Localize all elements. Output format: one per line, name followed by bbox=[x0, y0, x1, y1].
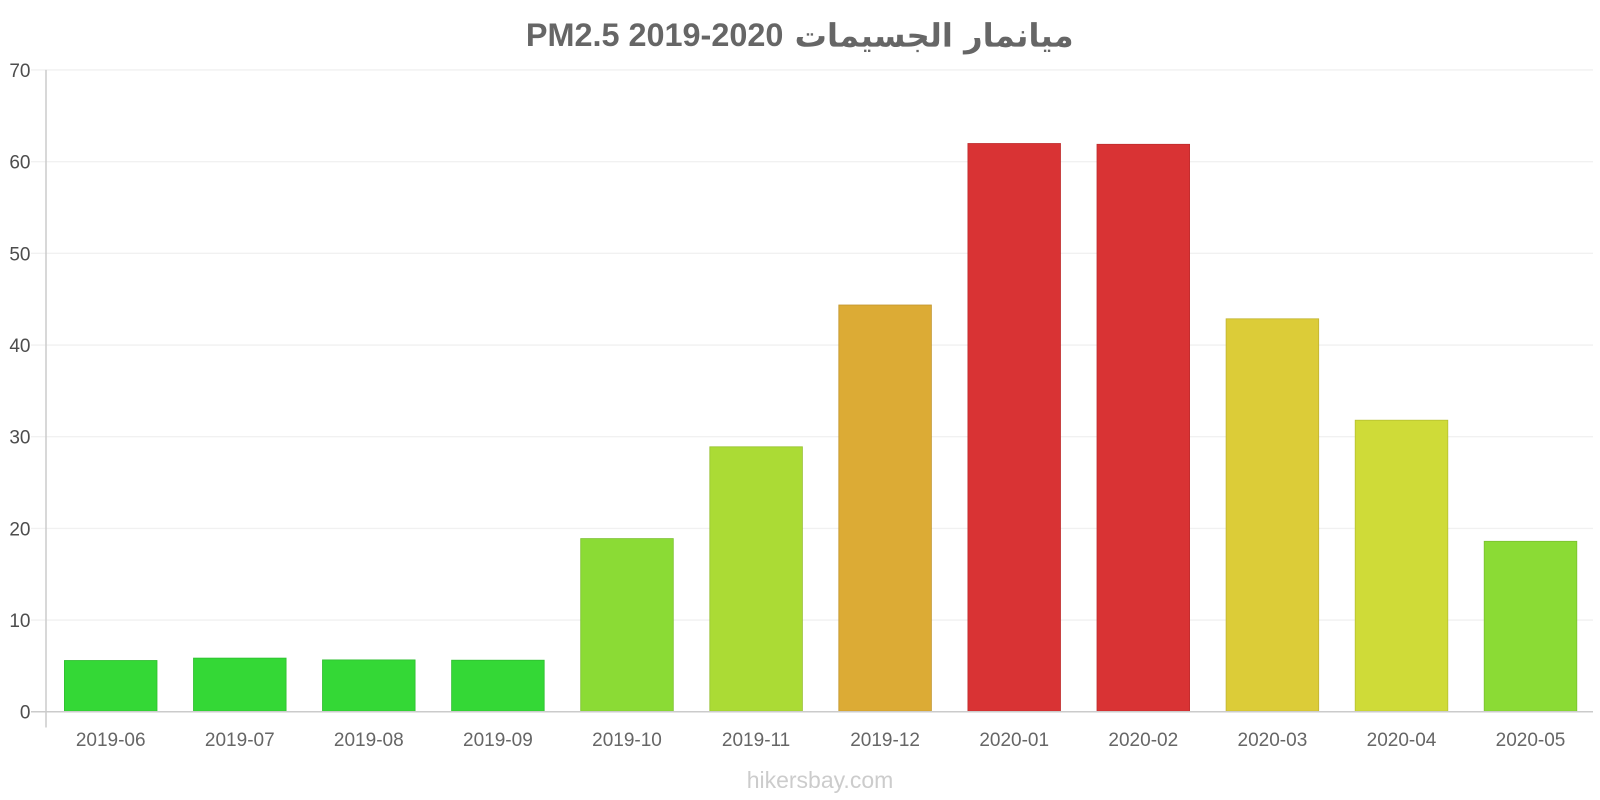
svg-text:0: 0 bbox=[20, 703, 31, 724]
svg-text:2019-06: 2019-06 bbox=[76, 730, 146, 751]
svg-text:2020-01: 2020-01 bbox=[979, 730, 1049, 751]
svg-text:60: 60 bbox=[9, 153, 30, 174]
svg-text:50: 50 bbox=[9, 244, 30, 265]
svg-text:PM2.5 2019-2020: PM2.5 2019-2020 bbox=[526, 17, 784, 53]
svg-text:2019-07: 2019-07 bbox=[205, 730, 275, 751]
svg-text:2019-11: 2019-11 bbox=[722, 730, 790, 751]
svg-text:10: 10 bbox=[9, 611, 30, 632]
svg-text:2019-09: 2019-09 bbox=[463, 730, 533, 751]
svg-text:2020-03: 2020-03 bbox=[1238, 730, 1308, 751]
svg-text:hikersbay.com: hikersbay.com bbox=[747, 767, 894, 793]
svg-text:2020-04: 2020-04 bbox=[1367, 730, 1437, 751]
svg-text:2019-10: 2019-10 bbox=[592, 730, 662, 751]
svg-text:20: 20 bbox=[9, 519, 30, 540]
svg-text:2019-12: 2019-12 bbox=[850, 730, 920, 751]
svg-text:2019-08: 2019-08 bbox=[334, 730, 404, 751]
svg-text:70: 70 bbox=[9, 61, 30, 82]
svg-text:30: 30 bbox=[9, 428, 30, 449]
svg-text:40: 40 bbox=[9, 336, 30, 357]
svg-text:2020-02: 2020-02 bbox=[1108, 730, 1178, 751]
svg-text:2020-05: 2020-05 bbox=[1496, 730, 1566, 751]
